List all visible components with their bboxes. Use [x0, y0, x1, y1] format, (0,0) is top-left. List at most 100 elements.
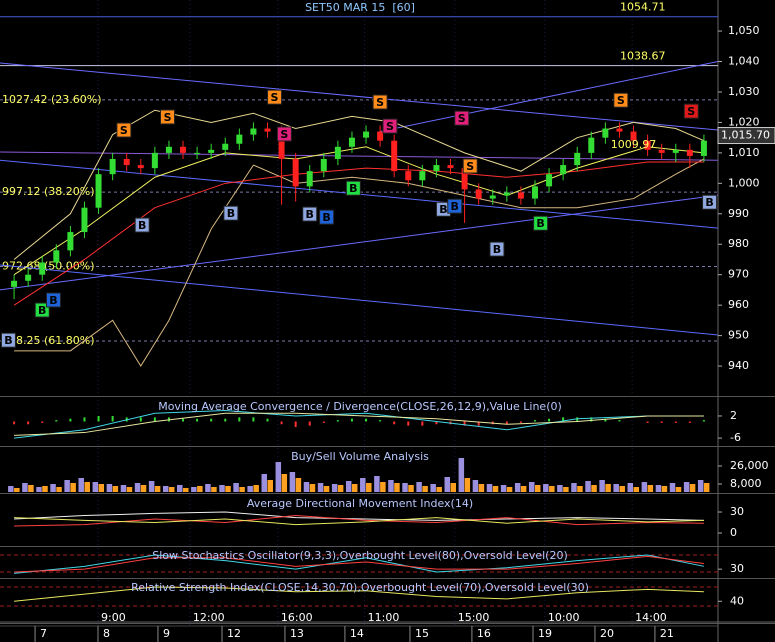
- volume-bar: [148, 481, 155, 492]
- candle-body: [11, 280, 18, 287]
- candle-body: [546, 174, 553, 187]
- overlay-line: [13, 161, 704, 306]
- candle-body: [39, 262, 46, 275]
- volume-bar: [317, 483, 324, 492]
- candle-body: [686, 149, 693, 156]
- y-tick-label: 990: [728, 207, 749, 220]
- level-label: 1054.71: [620, 1, 666, 14]
- candle-body: [165, 146, 172, 153]
- y-tick-label: 2: [730, 409, 737, 422]
- level-label: 997.12 (38.20%): [2, 185, 95, 198]
- volume-bar: [528, 482, 535, 492]
- volume-bar: [500, 485, 507, 492]
- volume-bar: [64, 480, 70, 492]
- level-label: 972.68 (50.00%): [2, 260, 95, 273]
- volume-bar: [191, 487, 197, 492]
- trend-line: [0, 151, 719, 161]
- candle-body: [503, 192, 510, 196]
- volume-bar: [197, 486, 203, 492]
- signal-label: B: [227, 207, 235, 220]
- candle-body: [377, 131, 384, 141]
- signal-marker: [533, 215, 549, 231]
- volume-bar: [647, 485, 654, 492]
- candle-body: [489, 195, 496, 199]
- volume-bar: [22, 483, 28, 492]
- volume-bar: [92, 482, 99, 492]
- signal-label: S: [376, 96, 384, 109]
- volume-bar: [281, 474, 288, 492]
- signal-label: B: [536, 217, 544, 230]
- volume-bar: [703, 483, 710, 492]
- y-tick-label: 30: [730, 505, 744, 518]
- volume-bar: [106, 484, 113, 492]
- signal-marker: [454, 110, 470, 126]
- volume-bar: [577, 486, 583, 492]
- volume-bar: [239, 487, 245, 492]
- candle-body: [447, 165, 454, 169]
- volume-bar: [605, 484, 611, 492]
- panel-title: Average Directional Movement Index(14): [247, 497, 473, 510]
- x-tick-label: 9: [163, 627, 170, 640]
- volume-bar: [275, 462, 282, 492]
- signal-marker: [116, 122, 132, 138]
- volume-bar: [543, 484, 549, 492]
- x-tick-label: 16: [477, 627, 491, 640]
- volume-bar: [697, 480, 704, 492]
- volume-bar: [464, 478, 471, 492]
- volume-bar: [50, 484, 56, 492]
- candle-body: [475, 189, 482, 199]
- candle-body: [306, 171, 313, 187]
- signal-marker: [302, 206, 318, 222]
- candle-body: [194, 152, 201, 154]
- signal-marker: [382, 118, 398, 134]
- volume-bar: [42, 486, 48, 492]
- volume-bar: [289, 472, 296, 492]
- overlay-line: [13, 146, 704, 276]
- volume-bar: [549, 486, 555, 492]
- candle-body: [67, 232, 74, 251]
- volume-bar: [154, 486, 161, 492]
- volume-bar: [8, 486, 14, 492]
- last-price-label: 1,015.70: [721, 129, 770, 142]
- x-tick-label: 20: [600, 627, 614, 640]
- volume-bar: [177, 485, 183, 492]
- candle-body: [672, 149, 679, 153]
- volume-bar: [84, 482, 90, 492]
- x-tick-label: 14: [350, 627, 364, 640]
- x-tick-label: 13: [290, 627, 304, 640]
- x-tick-label: 7: [40, 627, 47, 640]
- volume-bar: [486, 484, 493, 492]
- candle-body: [95, 174, 102, 208]
- volume-bar: [599, 480, 605, 492]
- volume-bar: [225, 486, 231, 492]
- volume-bar: [388, 480, 394, 492]
- chart-title: SET50 MAR 15 [60]: [305, 1, 415, 14]
- volume-bar: [689, 484, 696, 492]
- signal-label: S: [386, 120, 394, 133]
- volume-bar: [422, 486, 428, 492]
- y-tick-label: 0: [730, 526, 737, 539]
- volume-bar: [267, 480, 273, 492]
- x-tick-label: 19: [538, 627, 552, 640]
- signal-marker: [267, 89, 283, 105]
- volume-bar: [458, 458, 465, 492]
- candle-body: [264, 128, 271, 132]
- x-tick-label: 9:00: [101, 611, 126, 624]
- volume-bar: [478, 484, 485, 492]
- volume-bar: [28, 485, 34, 492]
- volume-bar: [633, 487, 640, 492]
- volume-bar: [247, 486, 253, 492]
- indicator-line: [14, 515, 704, 527]
- volume-bar: [627, 483, 634, 492]
- volume-bar: [436, 487, 442, 492]
- volume-bar: [613, 484, 619, 492]
- volume-bar: [331, 484, 338, 492]
- level-label: 948.25 (61.80%): [2, 334, 95, 347]
- annotation: 1009.97: [611, 138, 657, 151]
- volume-bar: [261, 474, 267, 492]
- volume-bar: [492, 486, 499, 492]
- signal-label: B: [49, 294, 57, 307]
- volume-bar: [36, 487, 42, 492]
- volume-bar: [669, 483, 676, 492]
